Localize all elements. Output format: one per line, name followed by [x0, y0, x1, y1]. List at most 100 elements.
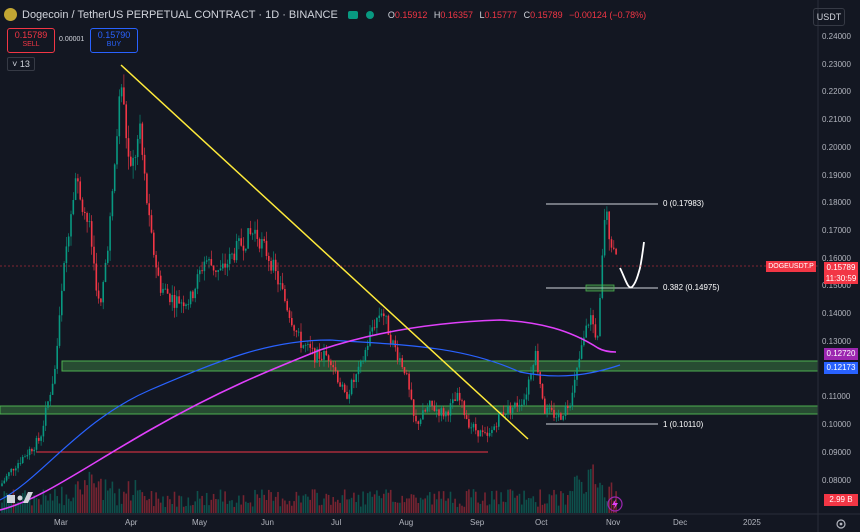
candle-body: [537, 350, 539, 373]
volume-bar: [394, 501, 397, 513]
volume-bar: [226, 503, 229, 513]
candle-body: [502, 412, 505, 416]
volume-bar: [583, 493, 585, 513]
volume-bar: [348, 499, 351, 513]
volume-bar: [332, 497, 334, 513]
volume-bar: [51, 500, 54, 513]
volume-bar: [389, 489, 392, 513]
lightning-icon[interactable]: [607, 496, 623, 512]
volume-bar: [323, 498, 325, 513]
volume-bar: [233, 506, 236, 513]
volume-bar: [458, 503, 461, 513]
volume-bar: [277, 491, 279, 513]
volume-bar: [509, 489, 512, 513]
eye-icon[interactable]: [347, 10, 358, 19]
candle-body: [383, 313, 385, 317]
candle-body: [297, 331, 300, 333]
candle-body: [35, 437, 38, 450]
candle-body: [263, 239, 265, 241]
candle-body: [79, 181, 81, 200]
candle-body: [166, 288, 169, 294]
candle-body: [493, 426, 495, 430]
candle-body: [521, 404, 523, 406]
candle-body: [429, 400, 431, 408]
volume-bar: [38, 499, 40, 513]
candle-body: [194, 288, 196, 299]
volume-bar: [300, 502, 302, 513]
candle-body: [472, 424, 475, 428]
candle-body: [208, 259, 210, 261]
candle-body: [162, 288, 164, 293]
volume-bar: [481, 500, 484, 513]
candle-body: [518, 405, 521, 407]
symbol-title[interactable]: Dogecoin / TetherUS PERPETUAL CONTRACT ·…: [22, 8, 338, 21]
candle-body: [233, 253, 236, 261]
candle-body: [12, 468, 15, 471]
volume-bar: [100, 478, 102, 513]
volume-bar: [127, 481, 130, 513]
candle-body: [189, 291, 192, 305]
candle-body: [150, 215, 153, 233]
volume-bar: [256, 494, 259, 513]
candle-body: [192, 291, 194, 299]
currency-selector[interactable]: USDT: [813, 8, 845, 26]
volume-bar: [601, 485, 604, 513]
volume-bar: [419, 497, 422, 513]
candle-body: [1, 483, 3, 487]
volume-bar: [502, 501, 505, 513]
volume-bar: [330, 504, 332, 513]
volume-bar: [231, 500, 233, 513]
ma-blue-line: [0, 339, 621, 501]
candle-body: [532, 364, 535, 374]
candle-body: [408, 373, 410, 390]
sell-button[interactable]: 0.15789 SELL: [7, 28, 55, 53]
volume-bar: [228, 500, 231, 513]
candle-body: [585, 325, 587, 338]
candle-body: [249, 228, 252, 235]
volume-bar: [320, 504, 323, 513]
candle-body: [541, 383, 544, 399]
candle-body: [304, 344, 307, 346]
candle-body: [316, 349, 318, 363]
candle-body: [104, 262, 107, 282]
candle-body: [21, 456, 24, 464]
volume-bar: [291, 505, 293, 513]
candle-body: [456, 392, 459, 401]
candle-body: [509, 405, 512, 413]
candle-body: [134, 157, 137, 158]
volume-bar: [587, 469, 590, 513]
volume-bar: [594, 484, 597, 513]
price-axis-label: 0.18000: [822, 198, 851, 208]
volume-bar: [590, 468, 592, 513]
price-axis-label: 0.13000: [822, 336, 851, 346]
volume-bar: [410, 494, 413, 513]
volume-bar: [484, 492, 486, 513]
indicators-toggle[interactable]: ˅ 13: [7, 57, 35, 71]
candle-body: [254, 229, 256, 234]
candle-body: [10, 468, 12, 473]
candle-body: [406, 373, 408, 375]
volume-bar: [40, 504, 42, 513]
volume-bar: [79, 489, 81, 513]
candle-body: [81, 199, 84, 212]
candle-body: [111, 191, 114, 217]
candle-body: [330, 360, 332, 366]
gear-icon[interactable]: [836, 519, 846, 529]
volume-bar: [364, 504, 367, 513]
candle-body: [583, 337, 585, 346]
buy-button[interactable]: 0.15790 BUY: [90, 28, 138, 53]
candle-body: [309, 343, 311, 348]
candle-body: [578, 358, 581, 368]
candle-body: [242, 245, 245, 251]
candle-body: [173, 294, 176, 308]
price-axis-label: 0.19000: [822, 170, 851, 180]
candle-body: [5, 476, 8, 481]
volume-bar: [102, 499, 104, 513]
candle-body: [56, 345, 58, 369]
candle-body: [143, 154, 146, 174]
volume-bar: [166, 495, 169, 513]
volume-bar: [353, 492, 355, 513]
volume-bar: [309, 499, 311, 513]
volume-bar: [139, 489, 141, 513]
